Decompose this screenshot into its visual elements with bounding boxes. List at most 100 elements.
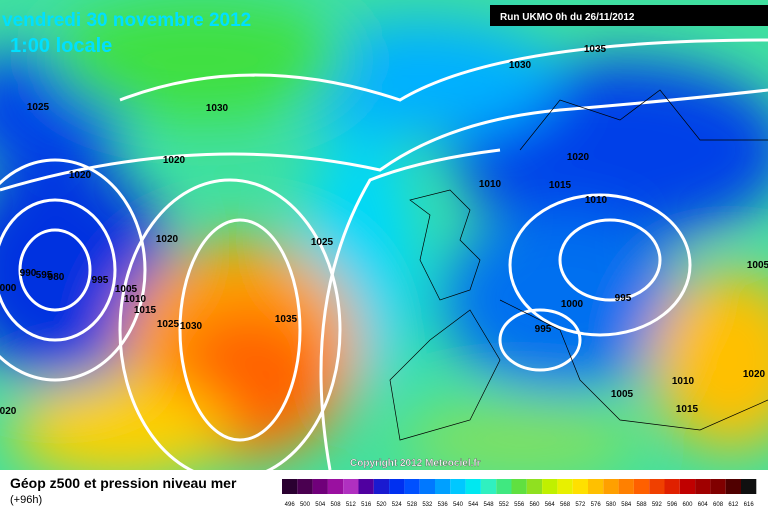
isobar-label: 1020 xyxy=(163,155,186,166)
legend-swatch xyxy=(511,479,527,494)
legend-label: 552 xyxy=(499,502,510,508)
legend-swatch xyxy=(435,479,451,494)
legend-swatch xyxy=(282,479,298,494)
legend-label: 528 xyxy=(407,502,418,508)
legend-label: 544 xyxy=(468,502,479,508)
legend: 496 500 504 508 512 516 520 524 528 532 536 540 544 5… xyxy=(282,479,757,508)
legend-swatch xyxy=(572,479,588,494)
copyright: Copyright 2012 Meteociel.fr xyxy=(350,458,481,469)
legend-swatch xyxy=(542,479,558,494)
legend-label: 576 xyxy=(591,502,602,508)
run-box xyxy=(490,5,768,26)
legend-label: 512 xyxy=(346,502,357,508)
legend-label: 536 xyxy=(438,502,449,508)
legend-label: 604 xyxy=(698,502,709,508)
isobar-label: 1020 xyxy=(69,170,92,181)
legend-label: 496 xyxy=(285,502,296,508)
isobar-label: 1010 xyxy=(585,195,608,206)
legend-swatch xyxy=(618,479,634,494)
legend-swatch xyxy=(358,479,374,494)
isobar-label: 1020 xyxy=(567,152,590,163)
legend-swatch xyxy=(557,479,573,494)
legend-label: 504 xyxy=(315,502,326,508)
legend-swatch xyxy=(496,479,512,494)
run-label: Run UKMO 0h du 26/11/2012 xyxy=(500,12,635,23)
legend-swatch xyxy=(480,479,497,494)
isobar-label: 1025 xyxy=(311,237,334,248)
legend-label: 616 xyxy=(744,502,755,508)
isobar-label: 1035 xyxy=(584,44,607,55)
isobar-label: 1015 xyxy=(134,305,157,316)
isobar-label: 595 xyxy=(36,270,53,281)
legend-label: 600 xyxy=(682,502,693,508)
map-title: vendredi 30 novembre 2012 xyxy=(2,10,251,31)
isobar-label: 995 xyxy=(92,275,109,286)
legend-swatch xyxy=(649,479,665,494)
isobar-label: 1020 xyxy=(156,234,179,245)
legend-swatch xyxy=(373,479,390,494)
isobar-label: 990 xyxy=(20,268,37,279)
legend-label: 568 xyxy=(560,502,571,508)
legend-label: 588 xyxy=(637,502,648,508)
legend-swatch xyxy=(603,479,619,494)
isobar-label: 1005 xyxy=(611,389,634,400)
footer-title: Géop z500 et pression niveau mer xyxy=(10,475,237,491)
isobar-label: 020 xyxy=(0,406,17,417)
legend-swatch xyxy=(741,479,757,494)
legend-swatch xyxy=(297,479,313,494)
isobar-label: 1025 xyxy=(27,102,50,113)
legend-label: 548 xyxy=(484,502,495,508)
isobar-label: 1005 xyxy=(115,284,138,295)
legend-swatch xyxy=(343,479,359,494)
legend-swatch xyxy=(312,479,328,494)
legend-label: 572 xyxy=(575,502,586,508)
isobar-label: 1030 xyxy=(509,60,532,71)
legend-label: 560 xyxy=(529,502,540,508)
isobar-label: 1015 xyxy=(676,404,699,415)
isobar-label: 000 xyxy=(0,283,17,294)
legend-swatch xyxy=(419,479,435,494)
legend-label: 584 xyxy=(621,502,632,508)
legend-swatch xyxy=(404,479,420,494)
legend-label: 564 xyxy=(545,502,556,508)
legend-swatch xyxy=(679,479,696,494)
isobars xyxy=(0,38,768,482)
legend-label: 556 xyxy=(514,502,525,508)
isobar-label: 1000 xyxy=(561,299,584,310)
legend-label: 516 xyxy=(361,502,372,508)
legend-swatch xyxy=(633,479,650,494)
legend-label: 580 xyxy=(606,502,617,508)
isobar-label: 1030 xyxy=(206,103,229,114)
legend-label: 508 xyxy=(331,502,342,508)
legend-label: 520 xyxy=(376,502,387,508)
legend-swatch xyxy=(695,479,711,494)
isobar-label: 1030 xyxy=(180,321,203,332)
isobar-label: 980 xyxy=(48,272,65,283)
footer-lead: (+96h) xyxy=(10,494,42,506)
map-subtitle: 1:00 locale xyxy=(10,35,112,57)
legend-label: 540 xyxy=(453,502,464,508)
legend-label: 532 xyxy=(422,502,433,508)
legend-swatch xyxy=(526,479,543,494)
legend-swatch xyxy=(725,479,741,494)
isobar-label: 1010 xyxy=(672,376,695,387)
legend-label: 524 xyxy=(392,502,403,508)
legend-label: 608 xyxy=(713,502,724,508)
isobar-label: 995 xyxy=(535,324,552,335)
legend-swatch xyxy=(710,479,726,494)
legend-swatch xyxy=(664,479,680,494)
isobar-label: 1035 xyxy=(275,314,298,325)
legend-swatch xyxy=(327,479,344,494)
legend-swatch xyxy=(389,479,405,494)
isobar-label: 1010 xyxy=(124,294,147,305)
legend-swatch xyxy=(465,479,481,494)
legend-label: 596 xyxy=(667,502,678,508)
isobar-label: 1015 xyxy=(549,180,572,191)
isobar-label: 1005 xyxy=(747,260,768,271)
legend-swatch xyxy=(588,479,604,494)
legend-label: 612 xyxy=(728,502,739,508)
isobar-label: 1010 xyxy=(479,179,502,190)
isobar-label: 995 xyxy=(615,293,632,304)
